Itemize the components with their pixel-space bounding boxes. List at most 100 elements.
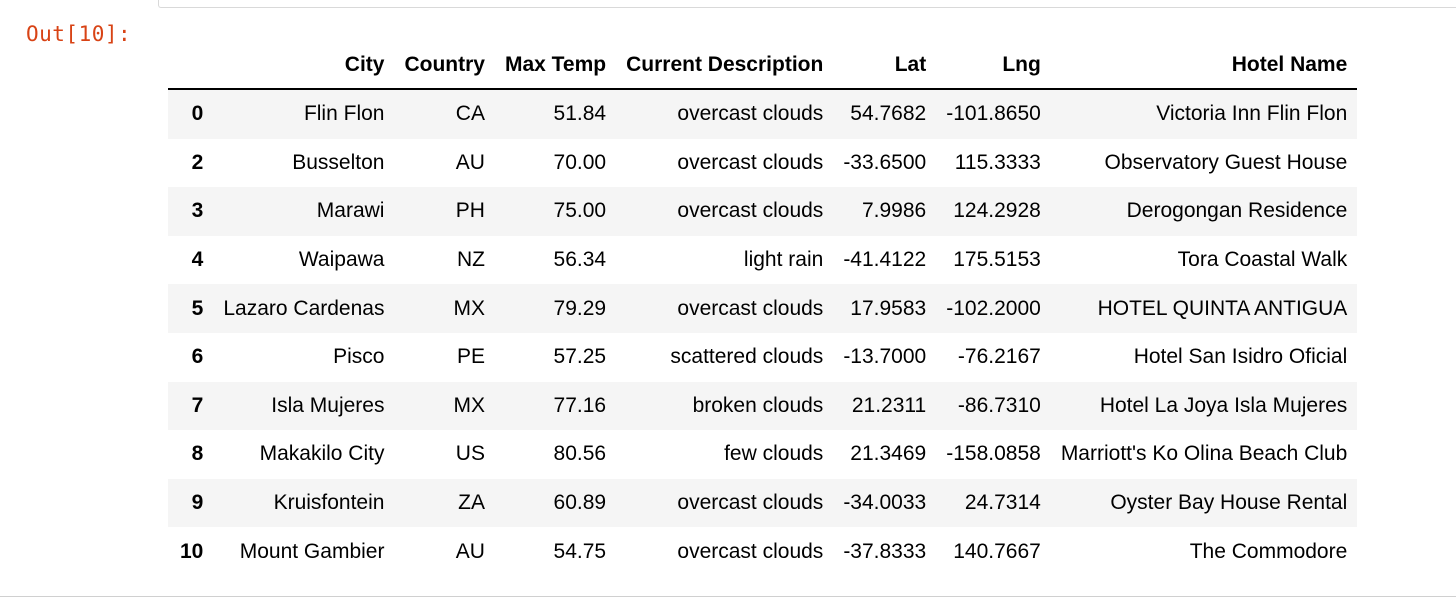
country-cell: US <box>455 442 485 466</box>
lng-cell: -86.7310 <box>957 393 1041 417</box>
table-row: 2 Busselton AU 70.00 overcast clouds -33.6500… <box>168 139 1357 188</box>
lng-cell: -76.2167 <box>957 345 1041 369</box>
max-temp-cell: 54.75 <box>553 539 607 563</box>
row-index: 4 <box>191 248 204 272</box>
lat-cell: -41.4122 <box>843 248 927 272</box>
column-header-max-temp: Max Temp <box>494 42 617 90</box>
city-cell: Kruisfontein <box>273 491 385 515</box>
column-header-lat: Lat <box>833 42 937 90</box>
max-temp-cell: 57.25 <box>553 345 607 369</box>
description-cell: overcast clouds <box>677 539 824 563</box>
city-cell: Lazaro Cardenas <box>223 296 385 320</box>
lat-cell: 7.9986 <box>861 199 927 223</box>
column-header-hotel-name: Hotel Name <box>1050 42 1358 90</box>
row-index: 10 <box>180 539 204 563</box>
country-cell: PE <box>456 345 485 369</box>
max-temp-cell: 75.00 <box>553 199 607 223</box>
country-cell: NZ <box>456 248 485 272</box>
city-cell: Marawi <box>316 199 385 223</box>
column-header-country: Country <box>394 42 495 90</box>
lng-cell: -101.8650 <box>946 102 1041 126</box>
table-row: 7 Isla Mujeres MX 77.16 broken clouds 21.2311… <box>168 381 1358 431</box>
table-row: 0 Flin Flon CA 51.84 overcast clouds 54.7682-… <box>168 89 1358 139</box>
column-header-current-description: Current Description <box>616 42 834 90</box>
city-cell: Pisco <box>333 345 385 369</box>
lng-cell: -158.0858 <box>946 442 1041 466</box>
hotel-name-cell: Oyster Bay House Rental <box>1110 491 1348 515</box>
column-header-city: City <box>213 42 395 90</box>
table-row: 3 Marawi PH 75.00 overcast clouds 7.9986 124.2… <box>168 187 1358 236</box>
lng-cell: 124.2928 <box>953 199 1041 223</box>
hotel-name-cell: Victoria Inn Flin Flon <box>1156 102 1348 126</box>
country-cell: AU <box>455 539 485 563</box>
row-index: 0 <box>191 102 204 126</box>
table-row: 4 Waipawa NZ 56.34 light rain -41.4122 175.515… <box>168 236 1357 285</box>
row-index: 8 <box>191 442 204 466</box>
row-index: 2 <box>191 150 204 174</box>
max-temp-cell: 70.00 <box>553 150 607 174</box>
column-header-index <box>168 42 214 90</box>
city-cell: Isla Mujeres <box>271 393 385 417</box>
city-cell: Busselton <box>292 150 385 174</box>
max-temp-cell: 80.56 <box>553 442 607 466</box>
description-cell: broken clouds <box>692 393 824 417</box>
column-header-lng: Lng <box>936 42 1051 90</box>
lat-cell: 21.3469 <box>850 442 927 466</box>
hotel-name-cell: Derogongan Residence <box>1126 199 1348 223</box>
table-row: 9 Kruisfontein ZA 60.89 overcast clouds -34.0… <box>168 478 1358 528</box>
hotel-name-cell: Observatory Guest House <box>1104 150 1348 174</box>
description-cell: overcast clouds <box>677 199 824 223</box>
lng-cell: 140.7667 <box>953 539 1041 563</box>
lng-cell: 115.3333 <box>954 150 1041 174</box>
max-temp-cell: 51.84 <box>553 102 607 126</box>
lat-cell: -13.7000 <box>843 345 927 369</box>
table-row: 8 Makakilo City US 80.56 few clouds 21.3469 -1… <box>168 430 1357 479</box>
lng-cell: 24.7314 <box>964 491 1041 515</box>
country-cell: MX <box>453 393 485 417</box>
dataframe-output: City Country Max Temp Current Descriptio… <box>168 42 1358 576</box>
lng-cell: 175.5153 <box>953 248 1041 272</box>
max-temp-cell: 60.89 <box>553 491 607 515</box>
row-index: 3 <box>191 199 204 223</box>
description-cell: scattered clouds <box>670 345 824 369</box>
row-index: 7 <box>191 393 204 417</box>
dataframe-table: City Country Max Temp Current Descriptio… <box>168 42 1358 576</box>
description-cell: overcast clouds <box>677 102 824 126</box>
city-cell: Waipawa <box>298 248 385 272</box>
hotel-name-cell: HOTEL QUINTA ANTIGUA <box>1097 296 1348 320</box>
table-row: 10 Mount Gambier AU 54.75 overcast clouds -37… <box>168 527 1357 576</box>
lat-cell: 21.2311 <box>851 393 927 417</box>
country-cell: AU <box>455 150 485 174</box>
lat-cell: 17.9583 <box>850 296 927 320</box>
description-cell: overcast clouds <box>677 296 824 320</box>
hotel-name-cell: Hotel San Isidro Oficial <box>1133 345 1348 369</box>
hotel-name-cell: Hotel La Joya Isla Mujeres <box>1099 393 1348 417</box>
description-cell: light rain <box>743 248 824 272</box>
table-row: 5 Lazaro Cardenas MX 79.29 overcast clouds 17… <box>168 284 1358 333</box>
hotel-name-cell: The Commodore <box>1189 539 1348 563</box>
country-cell: ZA <box>458 491 485 515</box>
max-temp-cell: 79.29 <box>553 296 607 320</box>
lat-cell: -37.8333 <box>843 539 927 563</box>
lng-cell: -102.2000 <box>946 296 1041 320</box>
row-index: 5 <box>191 296 204 320</box>
city-cell: Makakilo City <box>259 442 385 466</box>
row-index: 6 <box>191 345 204 369</box>
max-temp-cell: 56.34 <box>553 248 607 272</box>
previous-cell-border <box>158 0 1456 8</box>
table-row: 6 Pisco PE 57.25 scattered clouds -13.7000 -76… <box>168 333 1357 382</box>
max-temp-cell: 77.16 <box>553 393 607 417</box>
lat-cell: 54.7682 <box>850 102 927 126</box>
output-prompt: Out[10]: <box>26 22 132 46</box>
country-cell: CA <box>455 102 485 126</box>
hotel-name-cell: Tora Coastal Walk <box>1177 248 1348 272</box>
lat-cell: -34.0033 <box>843 491 927 515</box>
city-cell: Mount Gambier <box>239 539 385 563</box>
description-cell: overcast clouds <box>677 491 824 515</box>
city-cell: Flin Flon <box>303 102 385 126</box>
row-index: 9 <box>191 491 204 515</box>
table-header-row: City Country Max Temp Current Descriptio… <box>168 42 1358 90</box>
description-cell: few clouds <box>724 442 824 466</box>
table-body: 0 Flin Flon CA 51.84 overcast clouds 54.7682-… <box>168 89 1358 576</box>
country-cell: PH <box>455 199 485 223</box>
